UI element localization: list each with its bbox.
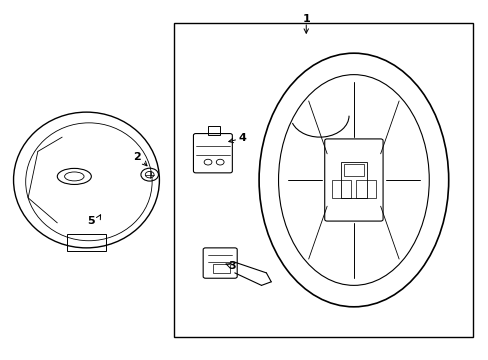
Bar	[174, 23, 472, 337]
Text: 3: 3	[228, 261, 236, 271]
Bar	[344, 164, 363, 176]
Text: 1: 1	[302, 14, 309, 23]
Bar	[212, 264, 229, 273]
Bar	[67, 234, 106, 251]
Bar	[340, 162, 366, 198]
Text: 2: 2	[132, 152, 140, 162]
Text: 4: 4	[238, 133, 245, 143]
Text: 5: 5	[87, 216, 95, 226]
Bar	[356, 180, 375, 198]
Bar	[207, 126, 220, 135]
Bar	[331, 180, 351, 198]
